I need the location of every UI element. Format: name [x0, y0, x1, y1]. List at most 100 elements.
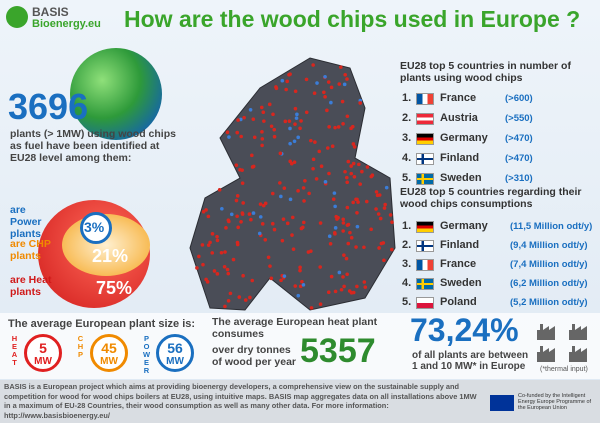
country: Finland — [440, 239, 480, 251]
plant-size-ring: 56 MW — [156, 334, 194, 372]
map-dot — [240, 181, 245, 185]
map-dot — [298, 265, 302, 270]
map-dot — [224, 226, 228, 230]
map-dot — [251, 164, 256, 169]
map-dot — [327, 171, 331, 176]
map-dot — [341, 275, 345, 279]
map-dot — [272, 127, 277, 132]
power-share: 3% — [84, 219, 105, 235]
map-dot — [346, 241, 351, 246]
map-dot — [262, 119, 266, 123]
map-dot — [304, 110, 309, 115]
map-dot — [360, 169, 364, 174]
size-unit: MW — [166, 356, 184, 367]
map-dot — [241, 273, 245, 278]
rank: 1. — [402, 92, 412, 104]
map-dot — [280, 78, 285, 83]
map-dot — [206, 243, 211, 247]
map-dot — [344, 256, 349, 261]
map-dot — [332, 230, 337, 235]
map-dot — [248, 107, 253, 112]
map-dot — [300, 279, 304, 284]
map-dot — [318, 302, 323, 307]
map-dot — [351, 200, 355, 205]
map-dot — [240, 168, 244, 172]
map-dot — [345, 180, 350, 185]
map-dot — [227, 135, 231, 139]
map-dot — [250, 153, 254, 158]
map-dot — [281, 217, 286, 221]
map-dot — [352, 145, 357, 149]
map-dot — [217, 188, 222, 192]
map-dot — [309, 138, 313, 143]
map-dot — [294, 116, 299, 120]
map-dot — [285, 79, 289, 84]
size-value: 5 — [39, 340, 47, 356]
map-dot — [257, 231, 262, 236]
map-dot — [325, 146, 330, 150]
eu-flag — [490, 395, 514, 411]
map-dot — [364, 199, 369, 204]
rank: 3. — [402, 258, 412, 270]
heat-plant-value: 5357 — [300, 332, 376, 370]
heat-share: 75% — [96, 278, 133, 298]
map-dot — [312, 91, 317, 96]
map-dot — [215, 234, 219, 239]
map-dot — [223, 250, 227, 254]
map-dot — [345, 272, 349, 277]
map-dot — [343, 169, 347, 174]
map-dot — [258, 215, 263, 219]
map-dot — [343, 73, 348, 77]
map-dot — [388, 213, 393, 217]
map-dot — [354, 197, 358, 202]
map-dot — [228, 291, 233, 296]
map-dot — [298, 284, 303, 289]
plant-type: POWER — [142, 334, 151, 374]
map-dot — [323, 74, 327, 79]
rank: 2. — [402, 112, 412, 124]
map-dot — [363, 285, 368, 289]
map-dot — [263, 201, 268, 206]
country: Austria — [440, 112, 478, 124]
rank: 5. — [402, 296, 412, 308]
map-dot — [338, 65, 343, 69]
heat-label: are Heat plants — [10, 274, 52, 298]
map-dot — [239, 117, 243, 122]
map-dot — [322, 90, 326, 95]
map-dot — [205, 280, 210, 284]
map-dot — [315, 81, 319, 85]
rank: 5. — [402, 172, 412, 184]
map-dot — [282, 274, 287, 278]
map-dot — [251, 211, 256, 215]
power-circle — [80, 212, 112, 244]
country-flag — [416, 113, 434, 125]
map-dot — [263, 237, 268, 242]
map-dot — [272, 134, 277, 139]
map-dot — [288, 197, 293, 202]
map-dot — [293, 89, 298, 94]
map-dot — [251, 117, 256, 121]
country: Poland — [440, 296, 477, 308]
map-dot — [235, 194, 240, 198]
map-dot — [252, 135, 257, 140]
map-dot — [290, 233, 294, 237]
country-flag — [416, 93, 434, 105]
map-dot — [266, 255, 271, 260]
map-dot — [298, 268, 302, 273]
map-dot — [295, 112, 299, 117]
footer-text: BASIS is a European project which aims a… — [4, 382, 477, 420]
size-value: 45 — [101, 340, 117, 356]
map-dot — [314, 177, 319, 181]
map-dot — [362, 245, 366, 250]
map-dot — [358, 101, 362, 105]
map-dot — [235, 214, 239, 219]
map-dot — [285, 221, 290, 226]
map-dot — [344, 175, 349, 180]
country-flag — [416, 297, 434, 309]
map-dot — [296, 135, 300, 140]
map-dot — [248, 295, 252, 300]
map-dot — [362, 280, 367, 284]
map-dot — [357, 162, 361, 167]
map-dot — [270, 191, 275, 196]
map-dot — [298, 126, 302, 131]
